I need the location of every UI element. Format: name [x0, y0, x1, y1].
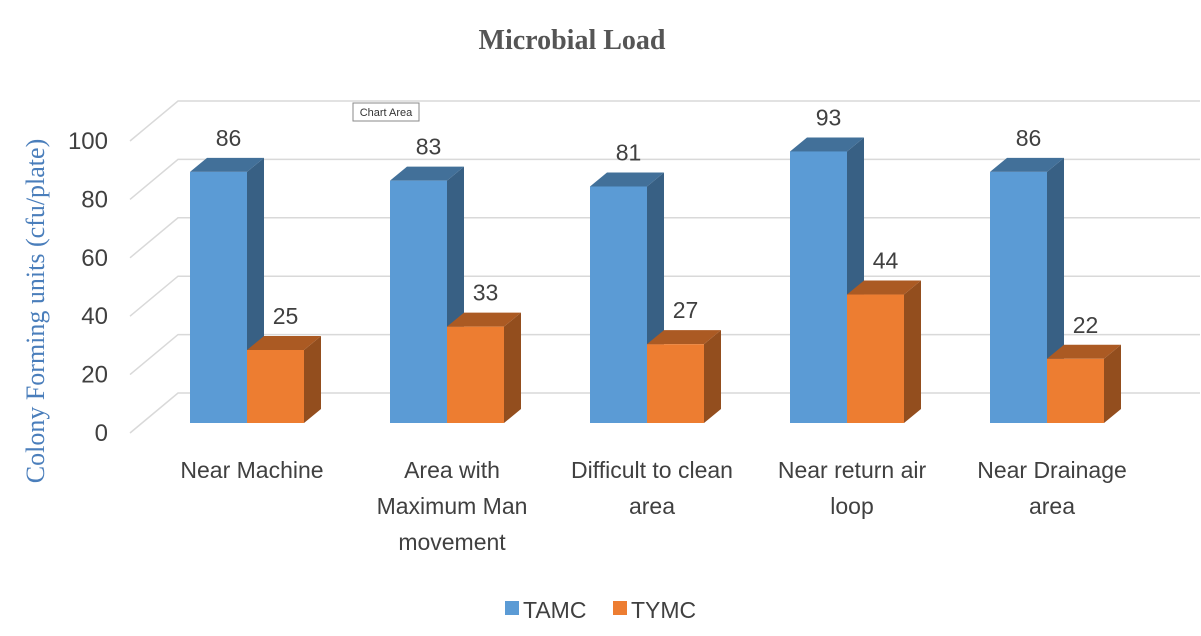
bar-side [304, 336, 321, 423]
gridline [129, 100, 1200, 142]
x-category-label: area [1029, 493, 1075, 519]
y-axis-ticks: 0 20 40 60 80 100 [68, 128, 108, 447]
bar-tymc: 25 [247, 303, 321, 423]
x-category-label: Near Drainage [977, 457, 1127, 483]
bars: 86 25 83 33 81 27 93 44 86 22 [190, 104, 1121, 423]
bar-front [447, 326, 504, 423]
data-label: 44 [873, 248, 899, 274]
data-label: 25 [273, 303, 299, 329]
bar-front [1047, 358, 1104, 423]
data-label: 81 [616, 139, 642, 165]
bar-front [190, 171, 247, 423]
bar-tymc: 27 [647, 297, 721, 423]
x-category-label: Near return air [778, 457, 927, 483]
bar-front [647, 344, 704, 423]
bar-top [447, 312, 521, 327]
bar-side [1104, 344, 1121, 423]
y-tick-label: 80 [81, 186, 108, 213]
bar-tymc: 22 [1047, 312, 1121, 423]
bar-front [790, 151, 847, 423]
legend-label: TAMC [523, 597, 586, 623]
x-category-label: Near Machine [180, 457, 323, 483]
bar-top [247, 336, 321, 350]
bar-top [1047, 344, 1121, 359]
bar-top [390, 166, 464, 181]
legend-label: TYMC [631, 597, 696, 623]
bar-tymc: 44 [847, 248, 921, 423]
y-tick-label: 0 [95, 420, 108, 447]
chart-area-tooltip: Chart Area [352, 102, 420, 122]
bar-side [904, 280, 921, 423]
bar-tamc: 86 [190, 125, 264, 423]
x-category-label: loop [830, 493, 873, 519]
data-label: 93 [816, 104, 842, 130]
bar-side [704, 330, 721, 423]
data-label: 33 [473, 280, 499, 306]
legend-swatch [613, 601, 627, 615]
y-tick-label: 20 [81, 362, 108, 389]
bar-front [590, 186, 647, 423]
bar-tymc: 33 [447, 280, 521, 423]
bar-top [647, 330, 721, 345]
y-tick-label: 100 [68, 128, 108, 155]
bar-front [390, 180, 447, 423]
bar-side [504, 312, 521, 423]
bar-front [247, 350, 304, 423]
bar-top [990, 157, 1064, 172]
y-tick-label: 60 [81, 245, 108, 272]
x-category-label: Difficult to clean [571, 457, 733, 483]
bar-top [847, 280, 921, 295]
bar-top [790, 137, 864, 152]
bar-top [190, 157, 264, 172]
bar-front [847, 294, 904, 423]
data-label: 86 [1016, 125, 1042, 151]
bar-front [990, 171, 1047, 423]
y-axis-label: Colony Forming units (cfu/plate) [21, 139, 50, 483]
x-category-label: movement [398, 529, 506, 555]
data-label: 27 [673, 297, 699, 323]
chart-area-tooltip-text: Chart Area [360, 107, 413, 119]
x-axis-categories: Near Machine Area with Maximum Man movement… [180, 457, 1126, 555]
data-label: 86 [216, 125, 242, 151]
y-tick-label: 40 [81, 303, 108, 330]
x-category-label: area [629, 493, 675, 519]
bar-top [590, 172, 664, 187]
x-category-label: Maximum Man [377, 493, 528, 519]
data-label: 83 [416, 134, 442, 160]
x-category-label: Area with [404, 457, 500, 483]
legend-swatch [505, 601, 519, 615]
data-label: 22 [1073, 312, 1099, 338]
legend: TAMC TYMC [505, 597, 696, 623]
chart-title: Microbial Load [479, 25, 666, 56]
